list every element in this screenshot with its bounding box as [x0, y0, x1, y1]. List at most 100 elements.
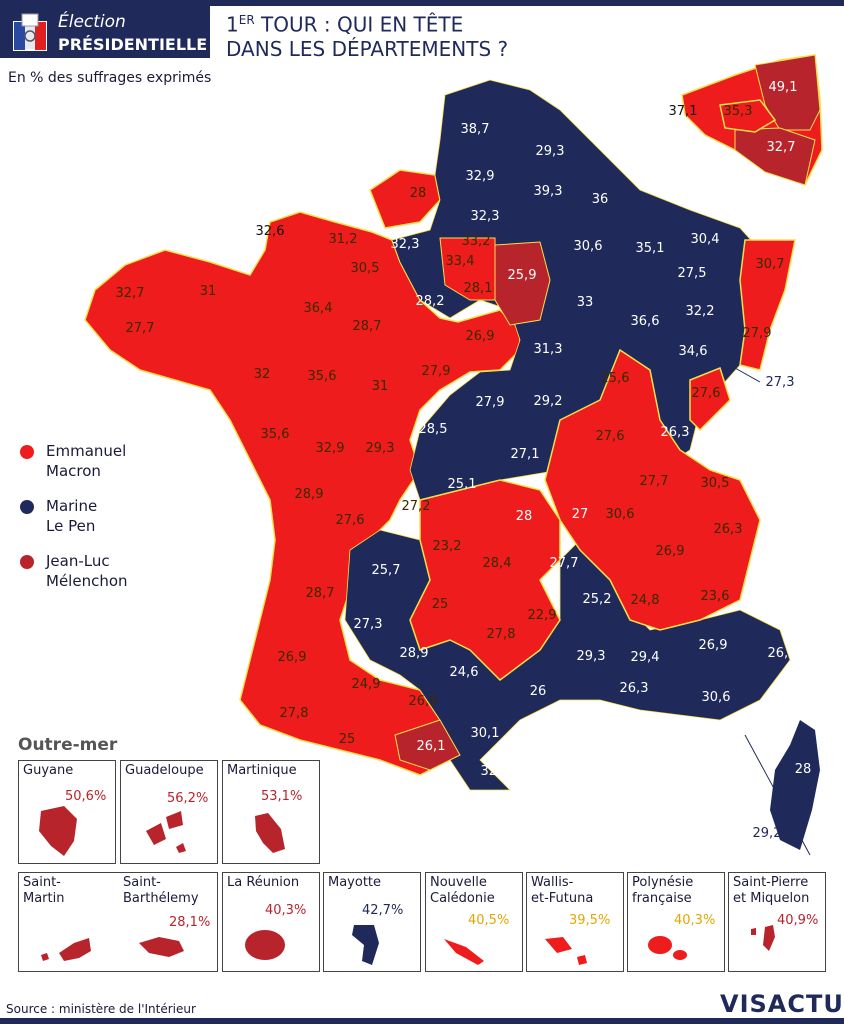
- outremer-name: Polynésie française: [632, 875, 694, 906]
- department-label: 26,6: [768, 646, 797, 661]
- outremer-value: 40,3%: [674, 913, 716, 928]
- department-label: 26,1: [417, 739, 446, 754]
- paris-inset-melenchon: [754, 54, 821, 131]
- department-label: 28,7: [306, 586, 335, 601]
- department-label: 28,9: [295, 487, 324, 502]
- department-label: 28,5: [419, 422, 448, 437]
- title-line2: DANS LES DÉPARTEMENTS ?: [226, 36, 509, 61]
- department-label: 32,3: [471, 209, 500, 224]
- department-label: 26,9: [656, 544, 685, 559]
- outremer-value: 40,5%: [468, 913, 510, 928]
- outremer-name-stmartin: Saint- Martin: [23, 875, 65, 906]
- department-label: 27: [572, 507, 589, 522]
- department-label: 27,5: [678, 266, 707, 281]
- department-label: 23,6: [701, 589, 730, 604]
- region-macron-alsace: [739, 239, 796, 371]
- department-label: 28: [410, 186, 427, 201]
- department-label: 24,6: [450, 665, 479, 680]
- department-label: 31,2: [329, 232, 358, 247]
- badge-line2: PRÉSIDENTIELLE: [58, 35, 208, 54]
- department-label: 29,3: [577, 649, 606, 664]
- department-label: 49,1: [769, 80, 798, 95]
- guadeloupe-shape: [146, 811, 186, 853]
- outremer-value: 50,6%: [65, 789, 107, 804]
- department-label: 30,5: [701, 476, 730, 491]
- department-label: 27,9: [743, 326, 772, 341]
- department-label: 27,3: [766, 375, 795, 390]
- martinique-shape: [255, 813, 285, 853]
- department-label: 27,9: [422, 364, 451, 379]
- outremer-name: Wallis-et-Futuna: [531, 875, 594, 906]
- legend-dot-macron: [20, 445, 34, 459]
- department-label: 32,9: [466, 169, 495, 184]
- bottom-bar: [0, 1018, 844, 1024]
- subtitle: En % des suffrages exprimés: [8, 70, 212, 86]
- outremer-value: 28,1%: [169, 915, 211, 930]
- department-label: 28,2: [416, 294, 445, 309]
- outremer-wallis: Wallis-et-Futuna 39,5%: [526, 872, 624, 972]
- department-label: 27,7: [550, 556, 579, 571]
- department-label: 28: [516, 509, 533, 524]
- legend-label-line1: Emmanuel: [46, 442, 127, 460]
- department-label: 35,1: [636, 241, 665, 256]
- outremer-name: Nouvelle Calédonie: [430, 875, 495, 906]
- outremer-name: Mayotte: [328, 875, 382, 890]
- title-line1: TOUR : QUI EN TÊTE: [254, 12, 464, 37]
- department-label: 32: [254, 367, 271, 382]
- department-label: 30,6: [702, 690, 731, 705]
- department-label: 25,9: [508, 268, 537, 283]
- department-label: 25,6: [601, 371, 630, 386]
- department-label: 32,9: [316, 441, 345, 456]
- outremer-mayotte: Mayotte 42,7%: [323, 872, 421, 972]
- outremer-guadeloupe: Guadeloupe 56,2%: [120, 760, 218, 864]
- department-label: 36,6: [631, 314, 660, 329]
- department-label: 30,4: [691, 232, 720, 247]
- department-label: 35,3: [724, 104, 753, 119]
- outremer-value: 56,2%: [167, 791, 209, 806]
- department-label: 32,6: [256, 224, 285, 239]
- department-label: 27,8: [487, 627, 516, 642]
- department-label: 24,8: [631, 593, 660, 608]
- outremer-reunion: La Réunion 40,3%: [222, 872, 320, 972]
- department-label: 31: [372, 379, 389, 394]
- region-macron-normandy: [369, 169, 441, 229]
- department-label: 30,6: [606, 507, 635, 522]
- wallis-shape: [545, 937, 587, 965]
- department-label: 29,2: [534, 394, 563, 409]
- department-label: 26,3: [620, 681, 649, 696]
- department-label: 32,7: [116, 286, 145, 301]
- department-label: 33: [577, 295, 594, 310]
- department-label: 36: [592, 192, 609, 207]
- department-label: 27,6: [336, 513, 365, 528]
- department-label: 32,7: [767, 140, 796, 155]
- department-label: 37,1: [669, 104, 698, 119]
- region-macron-center: [409, 479, 561, 681]
- caledonie-shape: [444, 939, 484, 965]
- department-label: 26,3: [714, 522, 743, 537]
- guyane-shape: [39, 806, 77, 856]
- legend-label-line2: Macron: [46, 462, 101, 480]
- visactu-logo: VISACTU: [720, 990, 844, 1018]
- department-label: 25,2: [583, 592, 612, 607]
- department-label: 32,7: [481, 764, 510, 779]
- title-sup: ER: [238, 13, 255, 27]
- department-label: 26,9: [409, 694, 438, 709]
- department-label: 30,7: [756, 257, 785, 272]
- department-label: 22,9: [528, 608, 557, 623]
- outremer-caledonie: Nouvelle Calédonie 40,5%: [425, 872, 523, 972]
- department-label: 30,6: [574, 239, 603, 254]
- department-label: 27,2: [402, 499, 431, 514]
- department-label: 27,7: [640, 474, 669, 489]
- department-label: 27,1: [511, 447, 540, 462]
- region-melenchon-idf: [494, 241, 551, 326]
- region-macron-jura: [689, 367, 731, 432]
- outremer-name: Martinique: [227, 763, 297, 778]
- department-label: 30,5: [351, 261, 380, 276]
- department-label: 29,3: [366, 441, 395, 456]
- department-label: 25: [339, 732, 356, 747]
- department-label: 28,4: [483, 556, 512, 571]
- legend-label-line1: Marine: [46, 497, 98, 515]
- polynesie-shape: [648, 936, 687, 960]
- department-label: 28,9: [400, 646, 429, 661]
- stmartin-stbarth-shape: [41, 937, 184, 961]
